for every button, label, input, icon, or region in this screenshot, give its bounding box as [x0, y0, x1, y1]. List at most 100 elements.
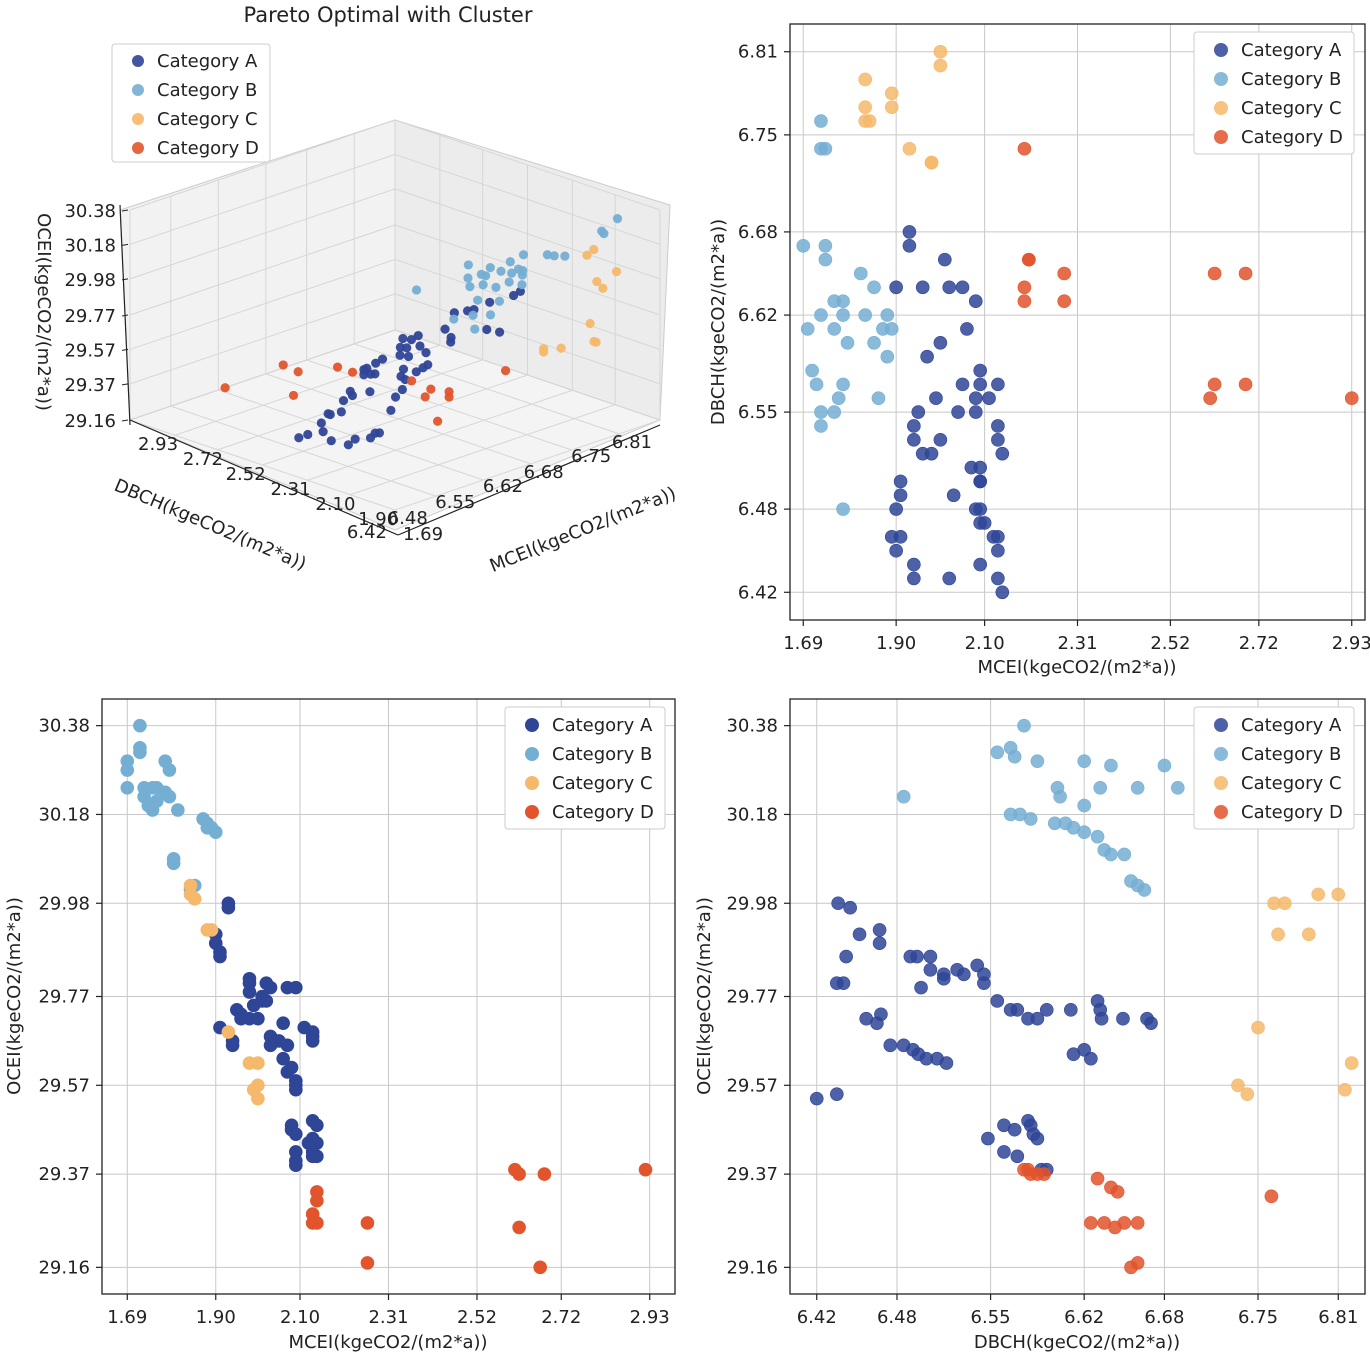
x-tick-label: 6.75 — [1238, 1307, 1278, 1328]
data-point-category-a — [936, 971, 951, 986]
data-point-3d-category-b — [485, 262, 495, 273]
data-point-category-a — [991, 530, 1005, 544]
data-point-3d-category-a — [403, 351, 414, 362]
data-point-category-a — [991, 419, 1005, 433]
data-point-category-b — [162, 789, 177, 804]
data-point-3d-category-d — [278, 360, 288, 370]
data-point-category-a — [1030, 1131, 1045, 1146]
data-point-category-a — [289, 980, 303, 995]
data-point-category-b — [840, 335, 855, 350]
legend-label: Category C — [1241, 773, 1342, 794]
data-point-category-a — [902, 225, 917, 239]
data-point-category-a — [213, 949, 227, 964]
y-tick-label: 6.75 — [571, 446, 611, 467]
panel-br-ticks: 6.42 6.48 6.55 6.62 6.68 6.75 6.81 29.16 29.37 29… — [726, 716, 1358, 1328]
panel-br-points — [809, 718, 1359, 1275]
data-point-3d-category-d — [407, 376, 417, 386]
x-tick-label: 2.72 — [183, 449, 223, 470]
data-point-category-a — [1010, 1149, 1025, 1164]
data-point-3d-category-b — [505, 257, 515, 267]
data-point-category-d — [1130, 1256, 1145, 1270]
data-point-3d-category-d — [500, 366, 511, 376]
panel-3d-grid — [129, 119, 661, 511]
data-point-category-d — [1238, 266, 1253, 281]
data-point-category-b — [1157, 758, 1172, 773]
data-point-category-a — [968, 391, 983, 406]
data-point-3d-category-d — [420, 392, 430, 402]
legend-marker-category-c — [1214, 101, 1228, 115]
y-tick-label: 6.68 — [524, 462, 564, 483]
data-point-category-b — [133, 745, 147, 760]
data-point-3d-category-a — [350, 434, 360, 444]
data-point-category-a — [990, 994, 1005, 1008]
data-point-3d-category-d — [347, 367, 358, 377]
data-point-category-b — [896, 789, 911, 804]
panel-3d: Pareto Optimal with Cluster 29.16 29.37 29… — [33, 3, 679, 577]
legend-marker-category-d — [1214, 130, 1228, 144]
data-point-category-a — [914, 980, 928, 995]
data-point-category-a — [831, 896, 845, 911]
data-point-category-a — [889, 543, 903, 558]
data-point-category-c — [187, 892, 202, 906]
data-point-category-a — [893, 530, 908, 544]
data-point-category-b — [171, 803, 185, 817]
x-tick-label: 2.31 — [1057, 633, 1097, 654]
legend-label: Category B — [552, 744, 652, 765]
data-point-category-d — [1264, 1189, 1279, 1204]
y-tick-label: 6.62 — [738, 305, 778, 326]
data-point-category-a — [955, 377, 970, 392]
data-point-category-b — [836, 502, 850, 516]
x-tick-label: 2.10 — [280, 1307, 320, 1328]
panel-br: 6.42 6.48 6.55 6.62 6.68 6.75 6.81 29.16 29.37 29… — [694, 698, 1366, 1353]
data-point-category-b — [836, 308, 850, 322]
data-point-category-a — [991, 377, 1005, 392]
data-point-category-a — [883, 1038, 898, 1053]
data-point-category-a — [310, 1118, 324, 1133]
y-tick-label: 29.57 — [726, 1075, 778, 1096]
data-point-category-a — [997, 1145, 1011, 1159]
y-tick-label: 6.48 — [738, 499, 778, 520]
y-tick-label: 6.42 — [347, 522, 387, 543]
x-tick-label: 2.31 — [271, 479, 311, 500]
data-point-category-a — [968, 502, 983, 516]
data-point-category-c — [884, 86, 899, 101]
x-tick-label: 2.52 — [1150, 633, 1190, 654]
gridline-3d — [394, 329, 661, 421]
data-point-category-b — [867, 280, 881, 295]
data-point-3d-category-d — [220, 383, 230, 393]
y-tick-label: 6.42 — [738, 582, 778, 603]
data-point-category-c — [1338, 1082, 1352, 1097]
data-point-3d-category-a — [396, 371, 406, 381]
data-point-category-c — [862, 114, 877, 128]
data-point-category-a — [942, 280, 957, 295]
data-point-3d-category-a — [365, 433, 376, 443]
data-point-3d-category-a — [323, 409, 333, 419]
data-point-3d-category-d — [288, 390, 299, 401]
data-point-3d-category-b — [470, 324, 480, 334]
data-point-category-c — [1277, 896, 1292, 911]
data-point-category-b — [836, 377, 850, 392]
z-tick-label: 29.98 — [64, 270, 116, 291]
data-point-category-d — [1017, 294, 1032, 309]
data-point-category-b — [1117, 847, 1132, 862]
data-point-3d-category-d — [293, 367, 303, 377]
y-tick-label: 6.81 — [612, 432, 652, 453]
x-tick-label: 2.10 — [315, 494, 355, 515]
data-point-category-a — [946, 488, 961, 503]
data-point-3d-category-d — [433, 416, 443, 426]
legend-label: Category A — [1241, 715, 1342, 736]
data-point-category-a — [920, 349, 934, 364]
data-point-3d-category-a — [303, 429, 313, 440]
data-point-category-a — [973, 474, 987, 489]
data-point-category-a — [968, 294, 983, 309]
data-point-category-a — [923, 963, 938, 977]
z-tick-label: 30.38 — [64, 201, 116, 222]
data-point-category-a — [933, 433, 948, 447]
panel-bl-legend: Category A Category B Category C Category D — [504, 706, 666, 830]
data-point-category-b — [1093, 781, 1108, 795]
data-point-3d-category-b — [411, 285, 422, 295]
data-point-category-b — [120, 763, 135, 777]
panel-bl-points — [120, 718, 653, 1275]
data-point-category-a — [973, 460, 987, 475]
data-point-category-a — [872, 936, 887, 951]
